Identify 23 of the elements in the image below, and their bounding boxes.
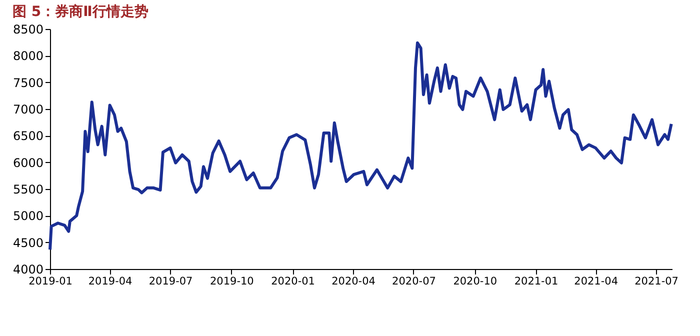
x-tick-label: 2021-01 (514, 276, 558, 288)
y-tick-label: 5000 (12, 209, 44, 224)
x-tick-label: 2020-01 (271, 276, 315, 288)
y-tick-label: 4000 (12, 262, 44, 276)
y-tick-label: 7500 (12, 76, 44, 90)
y-tick-label: 7000 (12, 102, 44, 116)
x-tick-label: 2020-07 (392, 276, 436, 288)
x-tick-label: 2019-01 (28, 276, 72, 288)
y-tick-label: 4500 (12, 236, 44, 250)
x-tick-label: 2019-07 (148, 276, 193, 288)
y-tick-label: 8000 (12, 49, 44, 64)
y-tick-label: 6000 (12, 156, 44, 170)
x-tick-label: 2020-10 (453, 276, 498, 288)
line-series (48, 41, 673, 252)
x-tick-label: 2021-04 (574, 276, 618, 288)
y-tick-label: 8500 (12, 22, 44, 36)
x-tick-label: 2019-10 (210, 276, 254, 288)
x-tick-label: 2020-04 (332, 276, 376, 288)
y-tick-label: 5500 (12, 182, 44, 196)
y-tick-label: 6500 (12, 129, 44, 144)
x-tick-label: 2021-07 (634, 276, 678, 288)
chart-title: 图 5：券商Ⅱ行情走势 (12, 3, 148, 20)
x-tick-label: 2019-04 (88, 276, 133, 288)
